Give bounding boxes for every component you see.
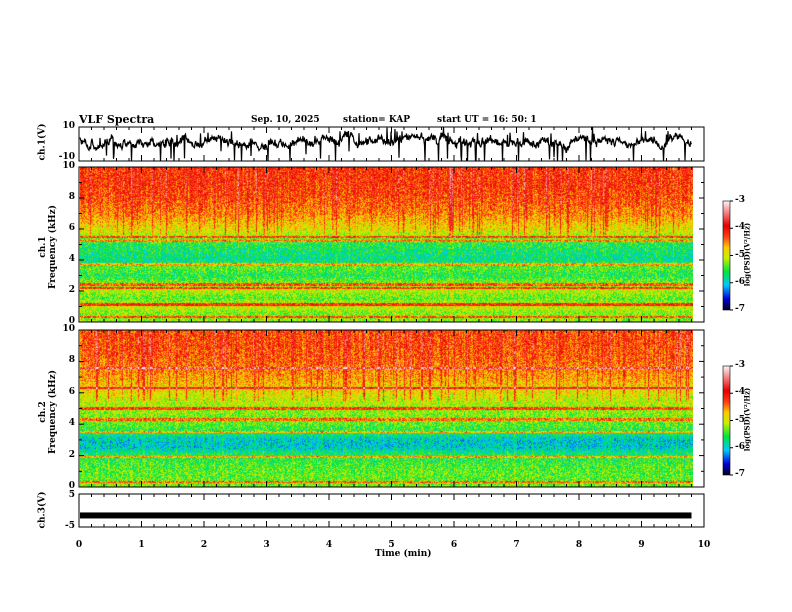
freq-ytick-label: 0: [68, 481, 75, 491]
colorbar-tick-label: -3: [735, 360, 745, 370]
freq-ytick-label: 6: [68, 386, 75, 397]
figure-title: VLF Spectra: [79, 113, 155, 126]
ch2-spectrogram-panel-frame: [78, 329, 705, 488]
colorbar-tick-label: -4: [735, 387, 745, 398]
ch2-spectrogram: [80, 330, 693, 487]
x-axis-label: Time (min): [375, 549, 432, 559]
x-tick-label: 2: [200, 540, 208, 550]
x-tick-label: 9: [638, 540, 645, 550]
ch1-spectrogram-panel-frame: [78, 166, 705, 323]
ch1-colorbar: [723, 201, 730, 310]
ch3-waveform-line: [80, 512, 692, 519]
colorbar-tick-label: -7: [735, 304, 745, 314]
freq-ytick-label: 4: [68, 254, 75, 264]
ch3-ytick-label: 5: [68, 490, 75, 500]
ch2-freq-ylabel-line1: ch.2: [38, 401, 49, 423]
colorbar-frame: [722, 200, 731, 311]
freq-ytick-label: 2: [68, 285, 75, 295]
x-tick-label: 4: [325, 540, 333, 550]
x-tick-label: 6: [450, 540, 458, 550]
ch2-freq-ylabel-line2: Frequency (kHz): [48, 369, 59, 455]
x-tick-label: 10: [697, 540, 711, 550]
station-label: station= KAP: [343, 115, 411, 125]
date-label: Sep. 10, 2025: [251, 115, 320, 125]
colorbar-tick-label: -7: [735, 469, 745, 479]
colorbar-tick-label: -6: [735, 276, 745, 287]
x-tick-label: 1: [138, 540, 145, 550]
ch1-freq-ylabel-line1: ch.1: [38, 236, 49, 258]
ch1-freq-ylabel-line2: Frequency (kHz): [48, 204, 59, 290]
ch1-freq-ylabel: ch.1 Frequency (kHz): [38, 205, 58, 289]
freq-ytick-label: 10: [62, 161, 75, 171]
freq-ytick-label: 10: [62, 324, 75, 334]
colorbar-tick-label: -5: [735, 414, 745, 425]
freq-ytick-label: 4: [68, 418, 75, 429]
colorbar-tick-label: -5: [735, 249, 745, 260]
ch1-spectrogram: [80, 167, 693, 322]
x-tick-label: 7: [513, 540, 520, 550]
freq-ytick-label: 8: [68, 355, 75, 366]
start-ut-label: start UT = 16: 50: 1: [437, 115, 537, 125]
ch1-ytick-label: 10: [62, 121, 75, 131]
freq-ytick-label: 0: [68, 316, 75, 326]
freq-ytick-label: 6: [68, 223, 75, 233]
colorbar-frame: [722, 365, 731, 476]
ch2-colorbar: [723, 366, 730, 475]
ch1-ytick-label: -10: [58, 152, 75, 162]
x-tick-label: 5: [388, 540, 395, 550]
freq-ytick-label: 8: [68, 192, 75, 202]
x-tick-label: 0: [75, 540, 83, 550]
colorbar-tick-label: -4: [735, 222, 745, 233]
x-tick-label: 8: [575, 540, 583, 550]
colorbar-tick-label: -6: [735, 441, 745, 452]
freq-ytick-label: 2: [68, 449, 75, 460]
ch3-ylabel: ch.3(V): [37, 491, 48, 529]
ch2-freq-ylabel: ch.2 Frequency (kHz): [38, 370, 58, 454]
colorbar-tick-label: -3: [735, 195, 745, 205]
ch1-waveform-line: [79, 126, 692, 162]
ch3-ytick-label: -5: [65, 521, 75, 531]
x-tick-label: 3: [263, 540, 270, 550]
ch1-ylabel: ch.1(V): [37, 123, 48, 161]
